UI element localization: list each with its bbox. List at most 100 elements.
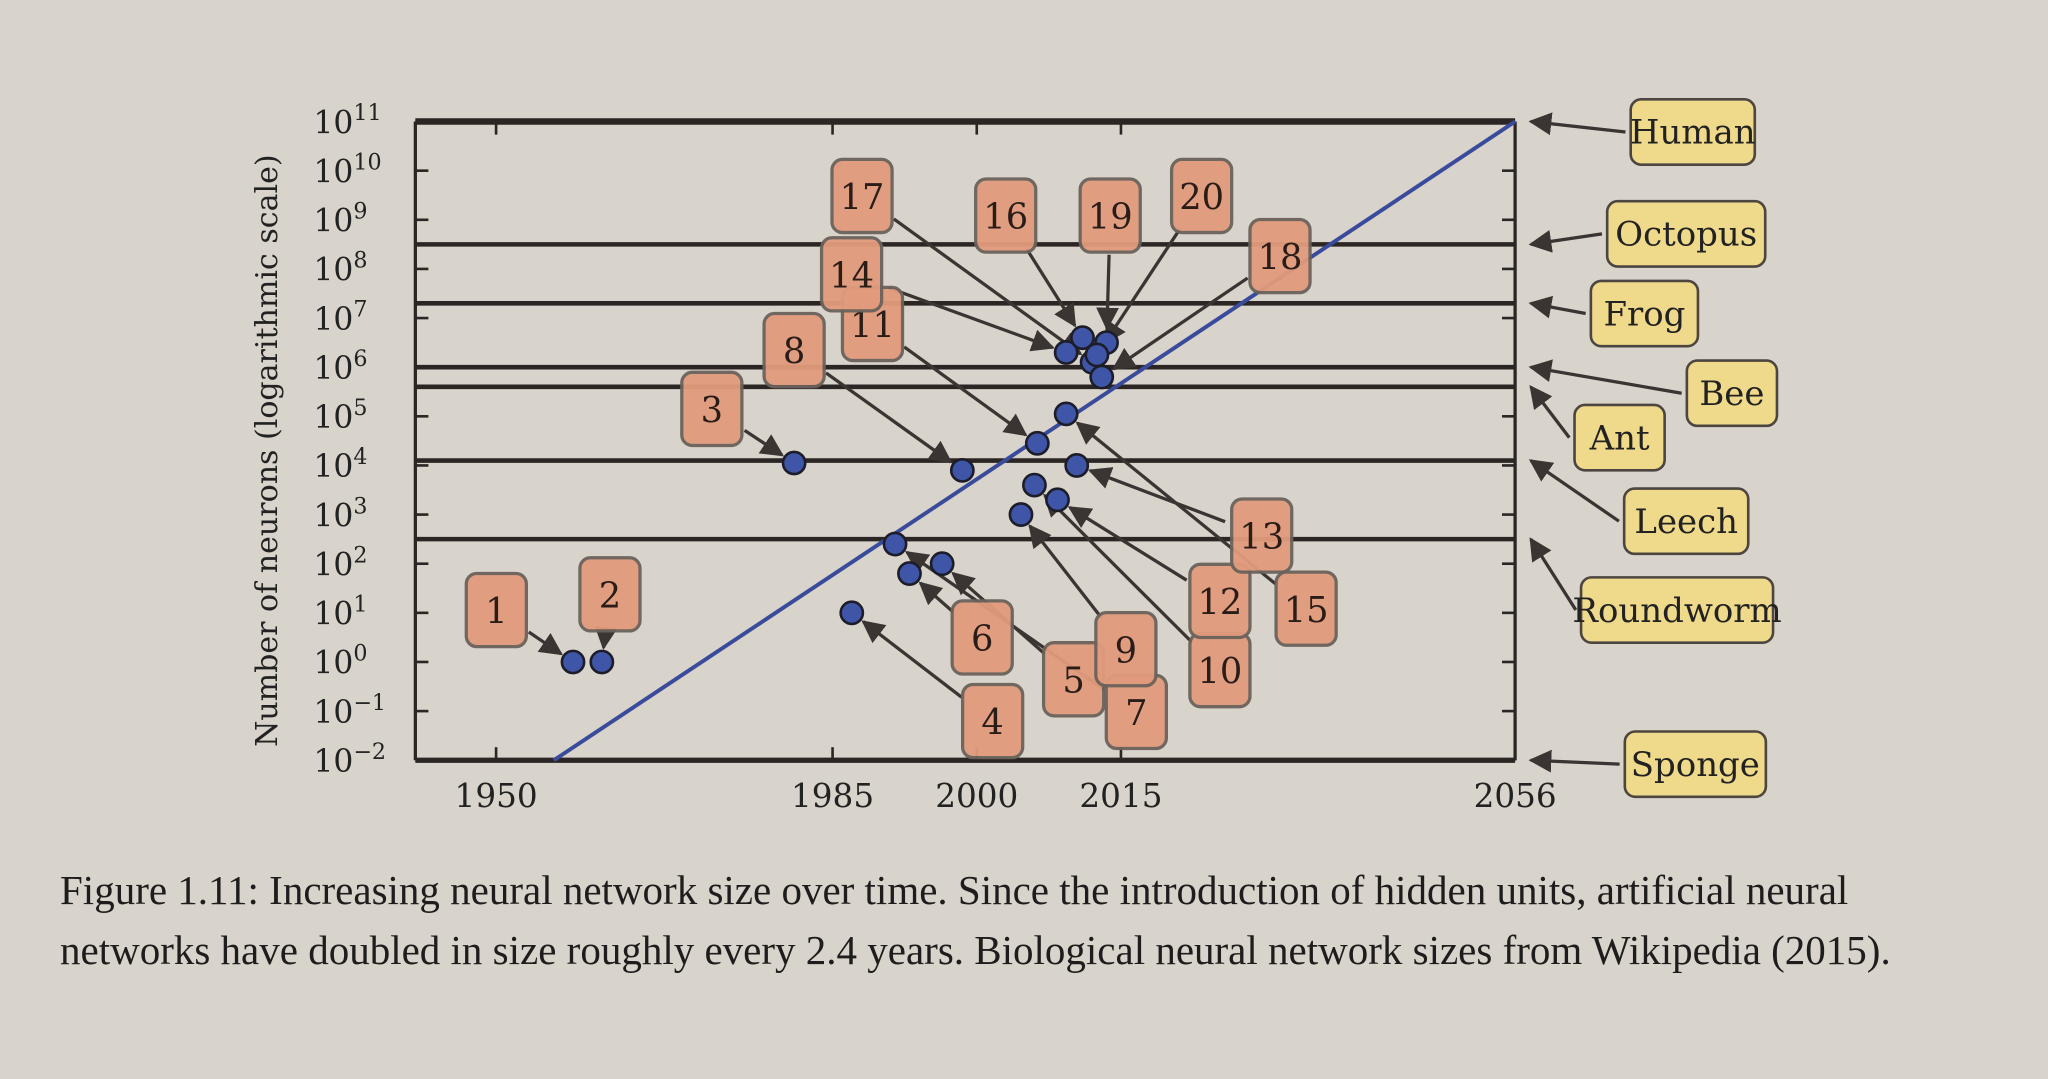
label-box-4 xyxy=(960,682,1025,760)
organism-box-frog xyxy=(1589,279,1700,348)
label-box-16 xyxy=(974,177,1038,254)
organism-box-octopus xyxy=(1605,199,1767,268)
label-box-15 xyxy=(1274,570,1338,647)
data-point-12 xyxy=(1045,487,1070,513)
data-point-3 xyxy=(781,450,807,476)
organism-box-sponge xyxy=(1623,730,1768,799)
arrow-3 xyxy=(743,429,785,457)
data-point-18 xyxy=(1089,364,1115,390)
organism-box-ant xyxy=(1573,403,1666,472)
point-label: 1 xyxy=(485,591,507,632)
organism-label: Ant xyxy=(1589,418,1650,458)
organism-arrow xyxy=(1529,385,1571,439)
point-label: 5 xyxy=(1062,660,1084,701)
arrow-17 xyxy=(892,217,1083,356)
organism-label: Octopus xyxy=(1615,215,1757,255)
arrow-1 xyxy=(527,630,564,656)
data-point-15 xyxy=(1053,401,1079,427)
data-point-4 xyxy=(839,600,865,626)
data-point-10 xyxy=(1022,472,1047,498)
organism-box-human xyxy=(1629,98,1757,166)
point-label: 19 xyxy=(1088,197,1133,238)
label-box-17 xyxy=(830,157,894,235)
arrow-2 xyxy=(594,625,618,650)
organism-label: Human xyxy=(1630,113,1756,153)
label-box-18 xyxy=(1248,217,1312,295)
organism-arrow xyxy=(1528,359,1682,395)
y-tick-label: 1011 xyxy=(313,100,381,141)
point-label: 2 xyxy=(599,575,621,616)
organism-arrow xyxy=(1529,537,1578,611)
figure-caption: Figure 1.11: Increasing neural network s… xyxy=(60,867,1891,973)
y-tick-label: 1010 xyxy=(313,149,381,190)
y-tick-label: 100 xyxy=(313,641,367,682)
arrow-13 xyxy=(1088,467,1226,524)
y-tick-label: 108 xyxy=(313,248,367,289)
organism-box-leech xyxy=(1622,487,1750,556)
data-point-20 xyxy=(1084,342,1110,368)
data-point-8 xyxy=(949,457,975,483)
label-box-9 xyxy=(1094,611,1158,688)
arrow-8 xyxy=(825,371,953,464)
data-point-6 xyxy=(897,561,922,586)
y-tick-label: 10−2 xyxy=(313,739,386,780)
organism-arrow xyxy=(1528,295,1586,319)
label-box-19 xyxy=(1078,177,1142,254)
organism-arrow xyxy=(1528,749,1620,773)
point-label: 7 xyxy=(1125,693,1147,734)
label-box-1 xyxy=(464,571,528,649)
organism-arrow xyxy=(1528,459,1620,523)
data-point-9 xyxy=(1008,502,1034,527)
point-label: 17 xyxy=(840,177,885,218)
label-box-12 xyxy=(1188,562,1252,640)
point-label: 13 xyxy=(1239,517,1284,558)
data-point-14 xyxy=(1053,340,1079,365)
data-point-1 xyxy=(560,649,586,675)
label-box-6 xyxy=(950,599,1014,676)
point-label: 20 xyxy=(1179,177,1224,218)
y-tick-label: 104 xyxy=(313,444,367,485)
y-tick-label: 10−1 xyxy=(313,690,386,731)
organism-box-bee xyxy=(1685,359,1779,428)
organism-label: Bee xyxy=(1699,374,1764,414)
y-tick-label: 101 xyxy=(313,592,367,633)
label-box-14 xyxy=(819,236,884,313)
label-box-2 xyxy=(578,556,642,633)
data-point-16 xyxy=(1070,325,1095,351)
point-label: 4 xyxy=(981,702,1003,743)
data-point-2 xyxy=(589,649,615,675)
arrow-16 xyxy=(1025,247,1077,328)
arrow-19 xyxy=(1096,254,1119,331)
arrow-9 xyxy=(1028,524,1104,620)
arrow-11 xyxy=(903,345,1028,437)
point-label: 3 xyxy=(701,390,723,431)
point-label: 14 xyxy=(829,255,874,296)
y-tick-label: 106 xyxy=(313,346,367,387)
point-label: 15 xyxy=(1284,590,1329,631)
data-point-13 xyxy=(1064,453,1090,478)
y-tick-label: 103 xyxy=(313,493,367,534)
y-tick-label: 109 xyxy=(313,198,367,239)
point-label: 16 xyxy=(983,197,1028,238)
point-label: 12 xyxy=(1197,582,1242,623)
data-point-7 xyxy=(882,531,908,557)
arrow-14 xyxy=(887,286,1055,352)
point-label: 18 xyxy=(1258,237,1303,278)
label-box-20 xyxy=(1169,157,1234,235)
organism-label: Frog xyxy=(1603,294,1685,334)
y-axis-label: Number of neurons (logarithmic scale) xyxy=(250,154,285,747)
organism-arrow xyxy=(1528,230,1603,253)
organism-box-roundworm xyxy=(1579,576,1775,644)
label-box-8 xyxy=(762,311,826,389)
organism-label: Roundworm xyxy=(1572,591,1781,631)
label-box-13 xyxy=(1230,497,1294,574)
x-tick-label: 1950 xyxy=(455,777,538,815)
x-tick-label: 2015 xyxy=(1079,777,1162,815)
point-label: 6 xyxy=(971,619,993,660)
arrow-12 xyxy=(1067,506,1188,582)
y-tick-label: 105 xyxy=(313,395,367,436)
point-label: 9 xyxy=(1115,630,1137,671)
x-tick-label: 2056 xyxy=(1474,777,1557,815)
y-tick-label: 102 xyxy=(313,542,367,583)
arrow-20 xyxy=(1103,227,1182,345)
